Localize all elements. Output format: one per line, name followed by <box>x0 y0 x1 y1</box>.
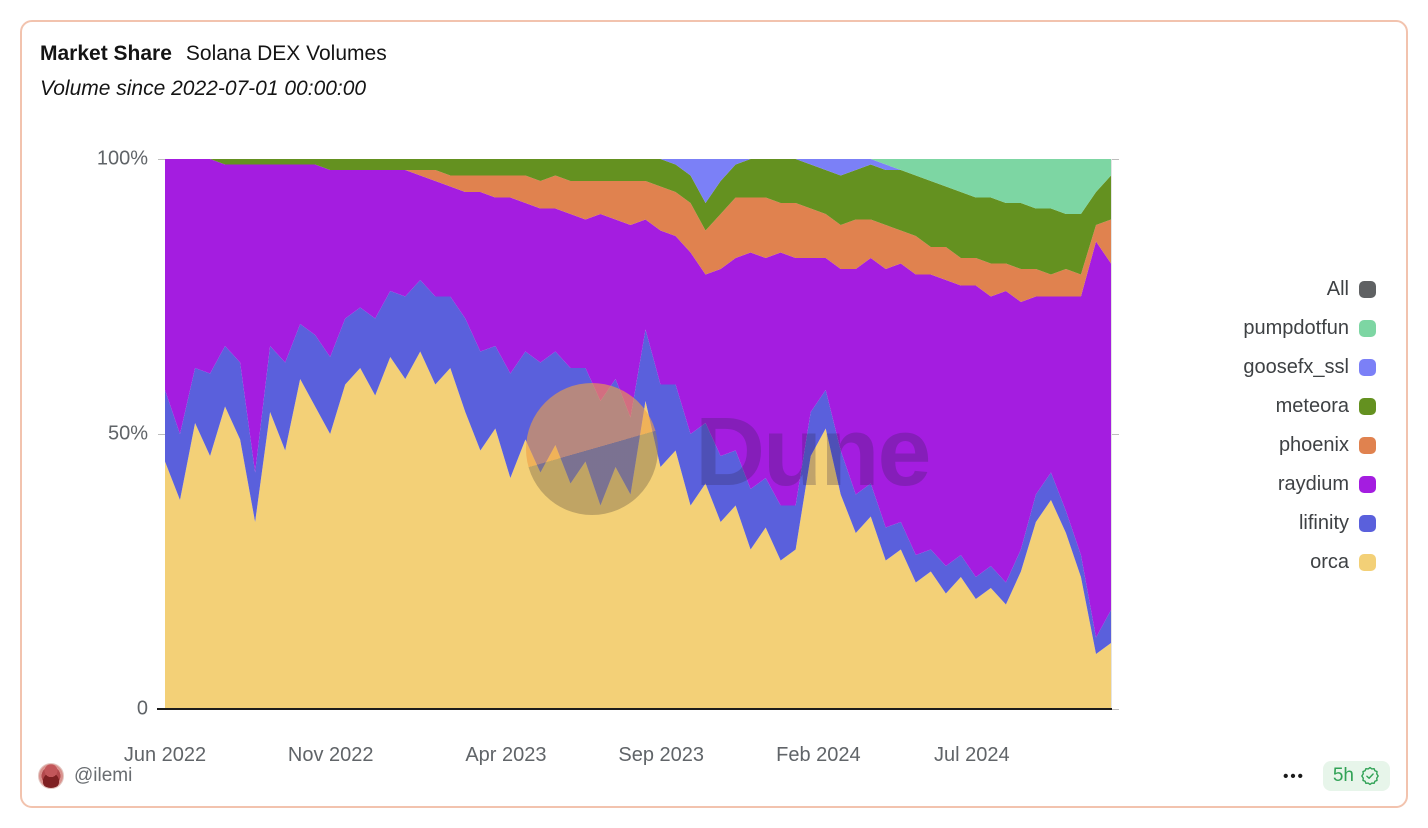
legend-item-label: raydium <box>1277 473 1349 495</box>
y-axis-tick <box>1112 709 1119 710</box>
legend-item-label: goosefx_ssl <box>1243 356 1349 378</box>
x-axis-line <box>157 708 1112 710</box>
y-axis-tick <box>1112 434 1119 435</box>
legend-item-label: lifinity <box>1298 512 1349 534</box>
y-axis-label: 100% <box>96 147 148 170</box>
chart-card: Market Share Solana DEX Volumes Volume si… <box>20 20 1408 808</box>
plot-area[interactable]: Dune <box>157 159 1112 710</box>
legend-item-label: All <box>1326 278 1349 300</box>
verified-seal-icon <box>1361 766 1379 786</box>
more-options-button[interactable]: ••• <box>1283 767 1305 785</box>
legend-item-lifinity[interactable]: lifinity <box>1243 504 1376 543</box>
legend-item-label: meteora <box>1275 395 1349 417</box>
chart-description: Volume since 2022-07-01 00:00:00 <box>40 77 367 100</box>
stacked-area-chart[interactable] <box>165 159 1111 709</box>
x-axis-label: Jul 2024 <box>934 744 1010 766</box>
legend-item-meteora[interactable]: meteora <box>1243 387 1376 426</box>
chart-title: Market Share <box>40 42 172 65</box>
area-series-lifinity <box>165 280 1111 654</box>
legend-item-label: phoenix <box>1278 434 1349 456</box>
x-axis-label: Apr 2023 <box>465 744 547 766</box>
freshness-badge[interactable]: 5h <box>1322 761 1390 791</box>
y-axis-tick <box>158 434 165 435</box>
legend-swatch-icon <box>1359 398 1376 415</box>
legend-item-label: pumpdotfun <box>1243 317 1349 339</box>
chart-subtitle-name: Solana DEX Volumes <box>185 42 387 65</box>
freshness-badge-text: 5h <box>1332 765 1354 786</box>
area-series-orca <box>165 351 1111 709</box>
author-handle: @ilemi <box>74 765 133 786</box>
y-axis-tick <box>1112 159 1119 160</box>
author-link[interactable]: @ilemi <box>38 763 132 789</box>
legend-swatch-icon <box>1359 476 1376 493</box>
legend-item-label: orca <box>1310 551 1349 573</box>
footer-actions: ••• 5h <box>1283 761 1390 791</box>
area-series-meteora <box>165 159 1111 275</box>
area-series-pumpdotfun <box>165 159 1111 214</box>
y-axis-label: 0 <box>136 697 148 720</box>
legend-swatch-icon <box>1359 320 1376 337</box>
legend-swatch-icon <box>1359 437 1376 454</box>
chart-header: Market Share Solana DEX Volumes Volume si… <box>40 42 387 101</box>
legend-item-orca[interactable]: orca <box>1243 543 1376 582</box>
area-series-phoenix <box>165 159 1111 302</box>
legend-swatch-icon <box>1359 515 1376 532</box>
x-axis-label: Feb 2024 <box>776 744 861 766</box>
x-axis-label: Nov 2022 <box>287 744 374 766</box>
legend-item-goosefx_ssl[interactable]: goosefx_ssl <box>1243 348 1376 387</box>
page-title: Market Share Solana DEX Volumes <box>40 42 387 66</box>
legend-swatch-icon <box>1359 554 1376 571</box>
avatar <box>38 763 64 789</box>
legend-item-pumpdotfun[interactable]: pumpdotfun <box>1243 309 1376 348</box>
legend-item-all[interactable]: All <box>1243 270 1376 309</box>
area-series-raydium <box>165 159 1111 638</box>
legend-swatch-icon <box>1359 359 1376 376</box>
y-axis-label: 50% <box>107 422 148 445</box>
legend-item-phoenix[interactable]: phoenix <box>1243 426 1376 465</box>
y-axis-tick <box>158 159 165 160</box>
card-footer: @ilemi ••• 5h <box>38 760 1390 792</box>
legend-swatch-icon <box>1359 281 1376 298</box>
x-axis-label: Jun 2022 <box>123 744 207 766</box>
legend-item-raydium[interactable]: raydium <box>1243 465 1376 504</box>
x-axis-label: Sep 2023 <box>618 744 705 766</box>
